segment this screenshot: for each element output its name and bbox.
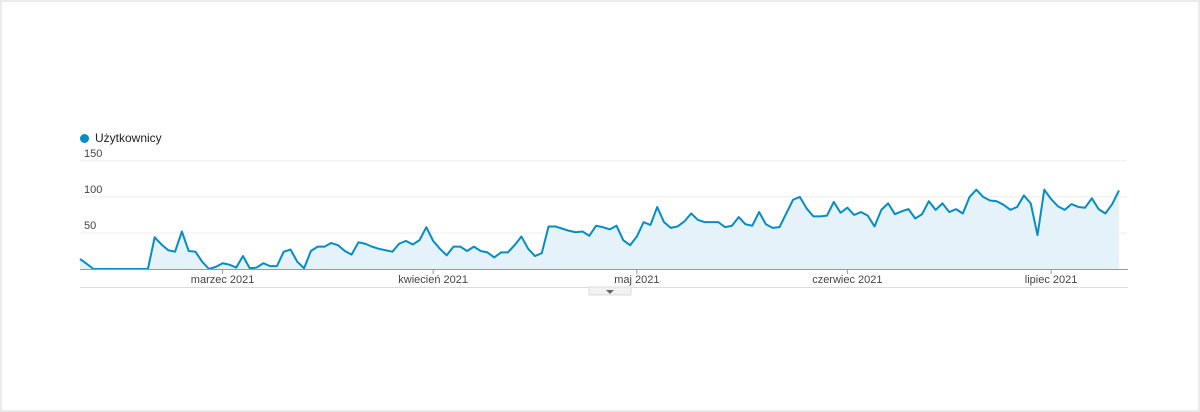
y-tick-label: 50 [84,220,96,232]
x-tick-label: maj 2021 [614,274,659,286]
chart-legend[interactable]: Użytkownicy [80,131,162,145]
collapse-toggle[interactable] [588,286,632,296]
x-tick-label: marzec 2021 [191,274,255,286]
x-tick-label: czerwiec 2021 [812,274,882,286]
legend-swatch [80,133,89,143]
y-tick-label: 150 [84,148,102,160]
x-tick-label: lipiec 2021 [1025,274,1078,286]
series-area [80,189,1119,269]
legend-label: Użytkownicy [95,131,162,145]
series-line [79,188,1120,270]
y-tick-label: 100 [84,184,102,196]
chevron-down-icon [606,290,614,294]
x-tick-label: kwiecień 2021 [398,274,468,286]
